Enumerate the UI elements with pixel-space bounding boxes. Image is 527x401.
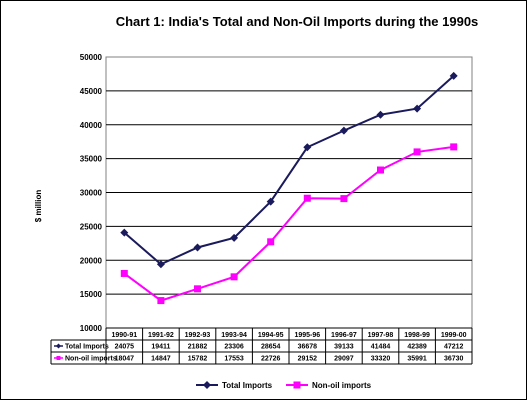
y-tick-label: 15000 (80, 290, 103, 299)
y-axis-label: $ million (34, 190, 43, 223)
data-label: 14847 (151, 356, 171, 363)
data-point (339, 126, 348, 135)
y-tick-label: 10000 (80, 324, 103, 333)
data-point (230, 233, 239, 242)
x-tick-label: 1997-98 (368, 332, 394, 339)
data-point (450, 143, 458, 151)
data-point (413, 104, 422, 113)
x-tick-label: 1998-99 (404, 332, 430, 339)
data-label: 36730 (444, 356, 464, 363)
data-point (266, 197, 275, 206)
data-point (376, 110, 385, 119)
data-table: 1990-91 1991-92 1992-93 1993-94 1994-95 1995-… (50, 327, 473, 365)
data-point (120, 228, 129, 237)
table-key-marker (56, 343, 61, 349)
data-point (340, 195, 348, 203)
table-key-marker (56, 356, 61, 360)
legend-marker (203, 381, 211, 389)
table-row-label: Total Imports (65, 344, 109, 351)
y-tick-label: 50000 (80, 53, 103, 62)
y-tick-label: 20000 (80, 256, 103, 265)
x-tick-label: 1990-91 (111, 332, 137, 339)
x-tick-label: 1994-95 (258, 332, 284, 339)
data-label: 33320 (371, 356, 391, 363)
x-tick-label: 1995-96 (294, 332, 320, 339)
data-point (377, 166, 384, 174)
data-point (156, 260, 165, 269)
data-point (267, 238, 275, 246)
y-tick-label: 25000 (80, 222, 103, 231)
data-point (120, 269, 128, 277)
plot-area: 10000 15000 20000 25000 30000 35000 40000 45000… (80, 53, 473, 333)
chart-title: Chart 1: India's Total and Non-Oil Impor… (116, 14, 479, 29)
data-point (157, 297, 165, 305)
x-tick-label: 1991-92 (148, 332, 174, 339)
data-label: 42389 (407, 344, 427, 351)
data-label: 29097 (334, 356, 354, 363)
data-label: 22726 (261, 356, 281, 363)
data-label: 47212 (444, 344, 464, 351)
x-tick-label: 1993-94 (221, 332, 247, 339)
data-label: 23306 (224, 344, 244, 351)
legend-label: Total Imports (222, 381, 273, 390)
data-label: 29152 (298, 356, 318, 363)
data-label: 41484 (371, 344, 391, 351)
data-label: 19411 (151, 344, 170, 351)
x-tick-label: 1992-93 (185, 332, 211, 339)
data-point (193, 243, 202, 252)
x-tick-label: 1996-97 (331, 332, 357, 339)
series-line-1 (123, 75, 455, 266)
legend-label: Non-oil imports (312, 381, 372, 390)
y-tick-label: 30000 (80, 189, 103, 198)
data-label: 36678 (298, 344, 318, 351)
data-label: 24075 (115, 344, 135, 351)
data-label: 21882 (188, 344, 208, 351)
data-point (230, 273, 238, 281)
data-point (194, 285, 201, 293)
data-point (303, 143, 312, 152)
legend-marker (293, 381, 301, 389)
data-point (413, 148, 421, 156)
data-point (303, 194, 311, 202)
data-label: 18047 (115, 356, 135, 363)
x-tick-label: 1999-00 (441, 332, 467, 339)
table-row-label: Non-oil imports (65, 356, 117, 363)
data-label: 39133 (334, 344, 354, 351)
legend: Total Imports Non-oil imports (196, 381, 372, 390)
y-tick-label: 35000 (80, 155, 103, 164)
data-label: 28654 (261, 344, 281, 351)
data-label: 17553 (224, 356, 244, 363)
y-tick-label: 40000 (80, 121, 103, 130)
series-line-2 (123, 145, 454, 302)
data-point (449, 71, 458, 80)
data-label: 15782 (188, 356, 208, 363)
y-tick-label: 45000 (80, 87, 103, 96)
data-label: 35991 (407, 356, 427, 363)
